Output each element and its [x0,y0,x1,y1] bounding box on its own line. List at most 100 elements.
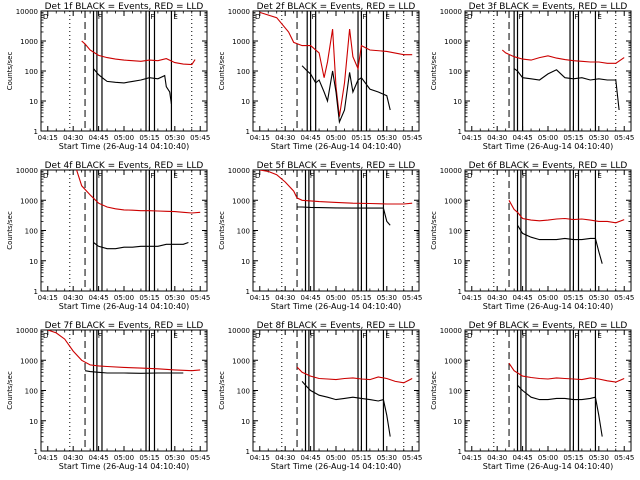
x-tick-label: 04:45 [300,294,320,302]
series-lld-line [47,330,201,372]
flag-label-e: E [173,172,177,180]
flag-label-f: F [150,172,154,180]
x-tick-label: 05:15 [139,134,159,142]
panel-title: Det 3f BLACK = Events, RED = LLD [469,2,628,12]
x-axis-label: Start Time (26-Aug-14 04:10:40) [59,142,190,151]
plot-frame [464,10,632,132]
series-lld-line [259,170,413,205]
x-tick-label: 04:15 [38,294,58,302]
panel-title: Det 6f BLACK = Events, RED = LLD [469,161,628,171]
x-tick-label: 05:30 [377,134,397,142]
y-tick-label: 1000 [232,357,250,365]
panel-title: Det 5f BLACK = Events, RED = LLD [257,161,416,171]
x-tick-label: 05:00 [326,454,346,462]
x-tick-label: 05:30 [589,134,609,142]
x-axis-label: Start Time (26-Aug-14 04:10:40) [271,142,402,151]
series-lld-line [508,362,625,383]
x-tick-label: 05:15 [563,454,583,462]
x-tick-label: 05:00 [538,134,558,142]
x-tick-label: 05:15 [351,134,371,142]
x-tick-label: 04:30 [487,134,507,142]
series-events-line [93,68,172,104]
plot-frame [40,10,208,132]
y-tick-label: 1000 [444,197,462,205]
y-tick-label: 1000 [20,357,38,365]
x-tick-label: 05:00 [114,454,134,462]
y-tick-label: 10000 [440,8,462,16]
panel-det-7: Det 7f BLACK = Events, RED = LLD Counts/s… [6,321,210,471]
x-tick-label: 05:00 [114,134,134,142]
x-tick-label: 05:15 [563,294,583,302]
x-tick-label: 04:45 [512,454,532,462]
series-events-line [517,224,603,264]
series-events-line [513,68,620,111]
panel-det-6: Det 6f BLACK = Events, RED = LLD Counts/s… [430,161,634,311]
x-tick-label: 04:45 [88,294,108,302]
flag-label-e: E [173,332,177,340]
series-events-line [301,65,391,125]
y-tick-label: 1 [34,288,38,296]
panel-title: Det 4f BLACK = Events, RED = LLD [45,161,204,171]
x-tick-label: 05:00 [538,294,558,302]
x-axis-label: Start Time (26-Aug-14 04:10:40) [483,462,614,471]
series-events-line [84,370,184,374]
x-tick-label: 04:30 [275,454,295,462]
y-axis-label: Counts/sec [218,371,226,410]
flag-label-f: F [150,13,154,21]
y-tick-label: 1 [34,128,38,136]
y-tick-label: 1 [246,288,250,296]
x-tick-label: 05:30 [589,454,609,462]
y-tick-label: 1 [458,288,462,296]
x-tick-label: 04:15 [250,454,270,462]
flag-label-d: D [43,172,48,180]
x-tick-label: 05:00 [538,454,558,462]
x-tick-label: 05:00 [114,294,134,302]
x-tick-label: 05:15 [351,454,371,462]
y-tick-label: 100 [25,68,38,76]
x-tick-label: 04:15 [250,294,270,302]
flag-label-f: F [362,332,366,340]
y-tick-label: 100 [25,228,38,236]
y-tick-label: 10 [241,418,250,426]
x-axis-label: Start Time (26-Aug-14 04:10:40) [483,302,614,311]
flag-label-f: F [98,332,102,340]
y-tick-label: 1 [246,448,250,456]
flag-label-e: E [385,172,389,180]
y-tick-label: 1 [458,448,462,456]
flag-label-f: F [574,332,578,340]
flag-label-f: F [522,332,526,340]
x-tick-label: 04:30 [487,454,507,462]
flag-label-e: E [385,332,389,340]
flag-label-d: D [467,172,472,180]
panel-title: Det 2f BLACK = Events, RED = LLD [257,2,416,12]
flag-label-f: F [574,13,578,21]
flag-label-d: D [467,13,472,21]
y-tick-label: 10 [29,418,38,426]
y-tick-label: 10000 [228,167,250,175]
plot-frame [464,329,632,452]
x-tick-label: 05:15 [351,294,371,302]
flag-label-f: F [312,13,316,21]
x-tick-label: 04:30 [487,294,507,302]
flag-label-d: D [255,13,260,21]
flag-label-d: D [43,13,48,21]
panel-title: Det 7f BLACK = Events, RED = LLD [45,321,204,331]
panel-title: Det 1f BLACK = Events, RED = LLD [45,2,204,12]
x-tick-label: 04:45 [88,454,108,462]
flag-label-f: F [150,332,154,340]
panel-det-8: Det 8f BLACK = Events, RED = LLD Counts/s… [218,321,422,471]
x-tick-label: 05:30 [589,294,609,302]
y-tick-label: 10000 [16,167,38,175]
y-tick-label: 10 [453,418,462,426]
x-tick-label: 04:15 [38,134,58,142]
x-axis-label: Start Time (26-Aug-14 04:10:40) [271,462,402,471]
x-tick-label: 04:15 [462,294,482,302]
panel-title: Det 8f BLACK = Events, RED = LLD [257,321,416,331]
panel-title: Det 9f BLACK = Events, RED = LLD [469,321,628,331]
y-tick-label: 1000 [20,38,38,46]
series-lld-line [501,49,625,64]
y-tick-label: 1 [458,128,462,136]
y-tick-label: 1000 [444,357,462,365]
flag-label-e: E [385,13,389,21]
y-tick-label: 10000 [16,8,38,16]
